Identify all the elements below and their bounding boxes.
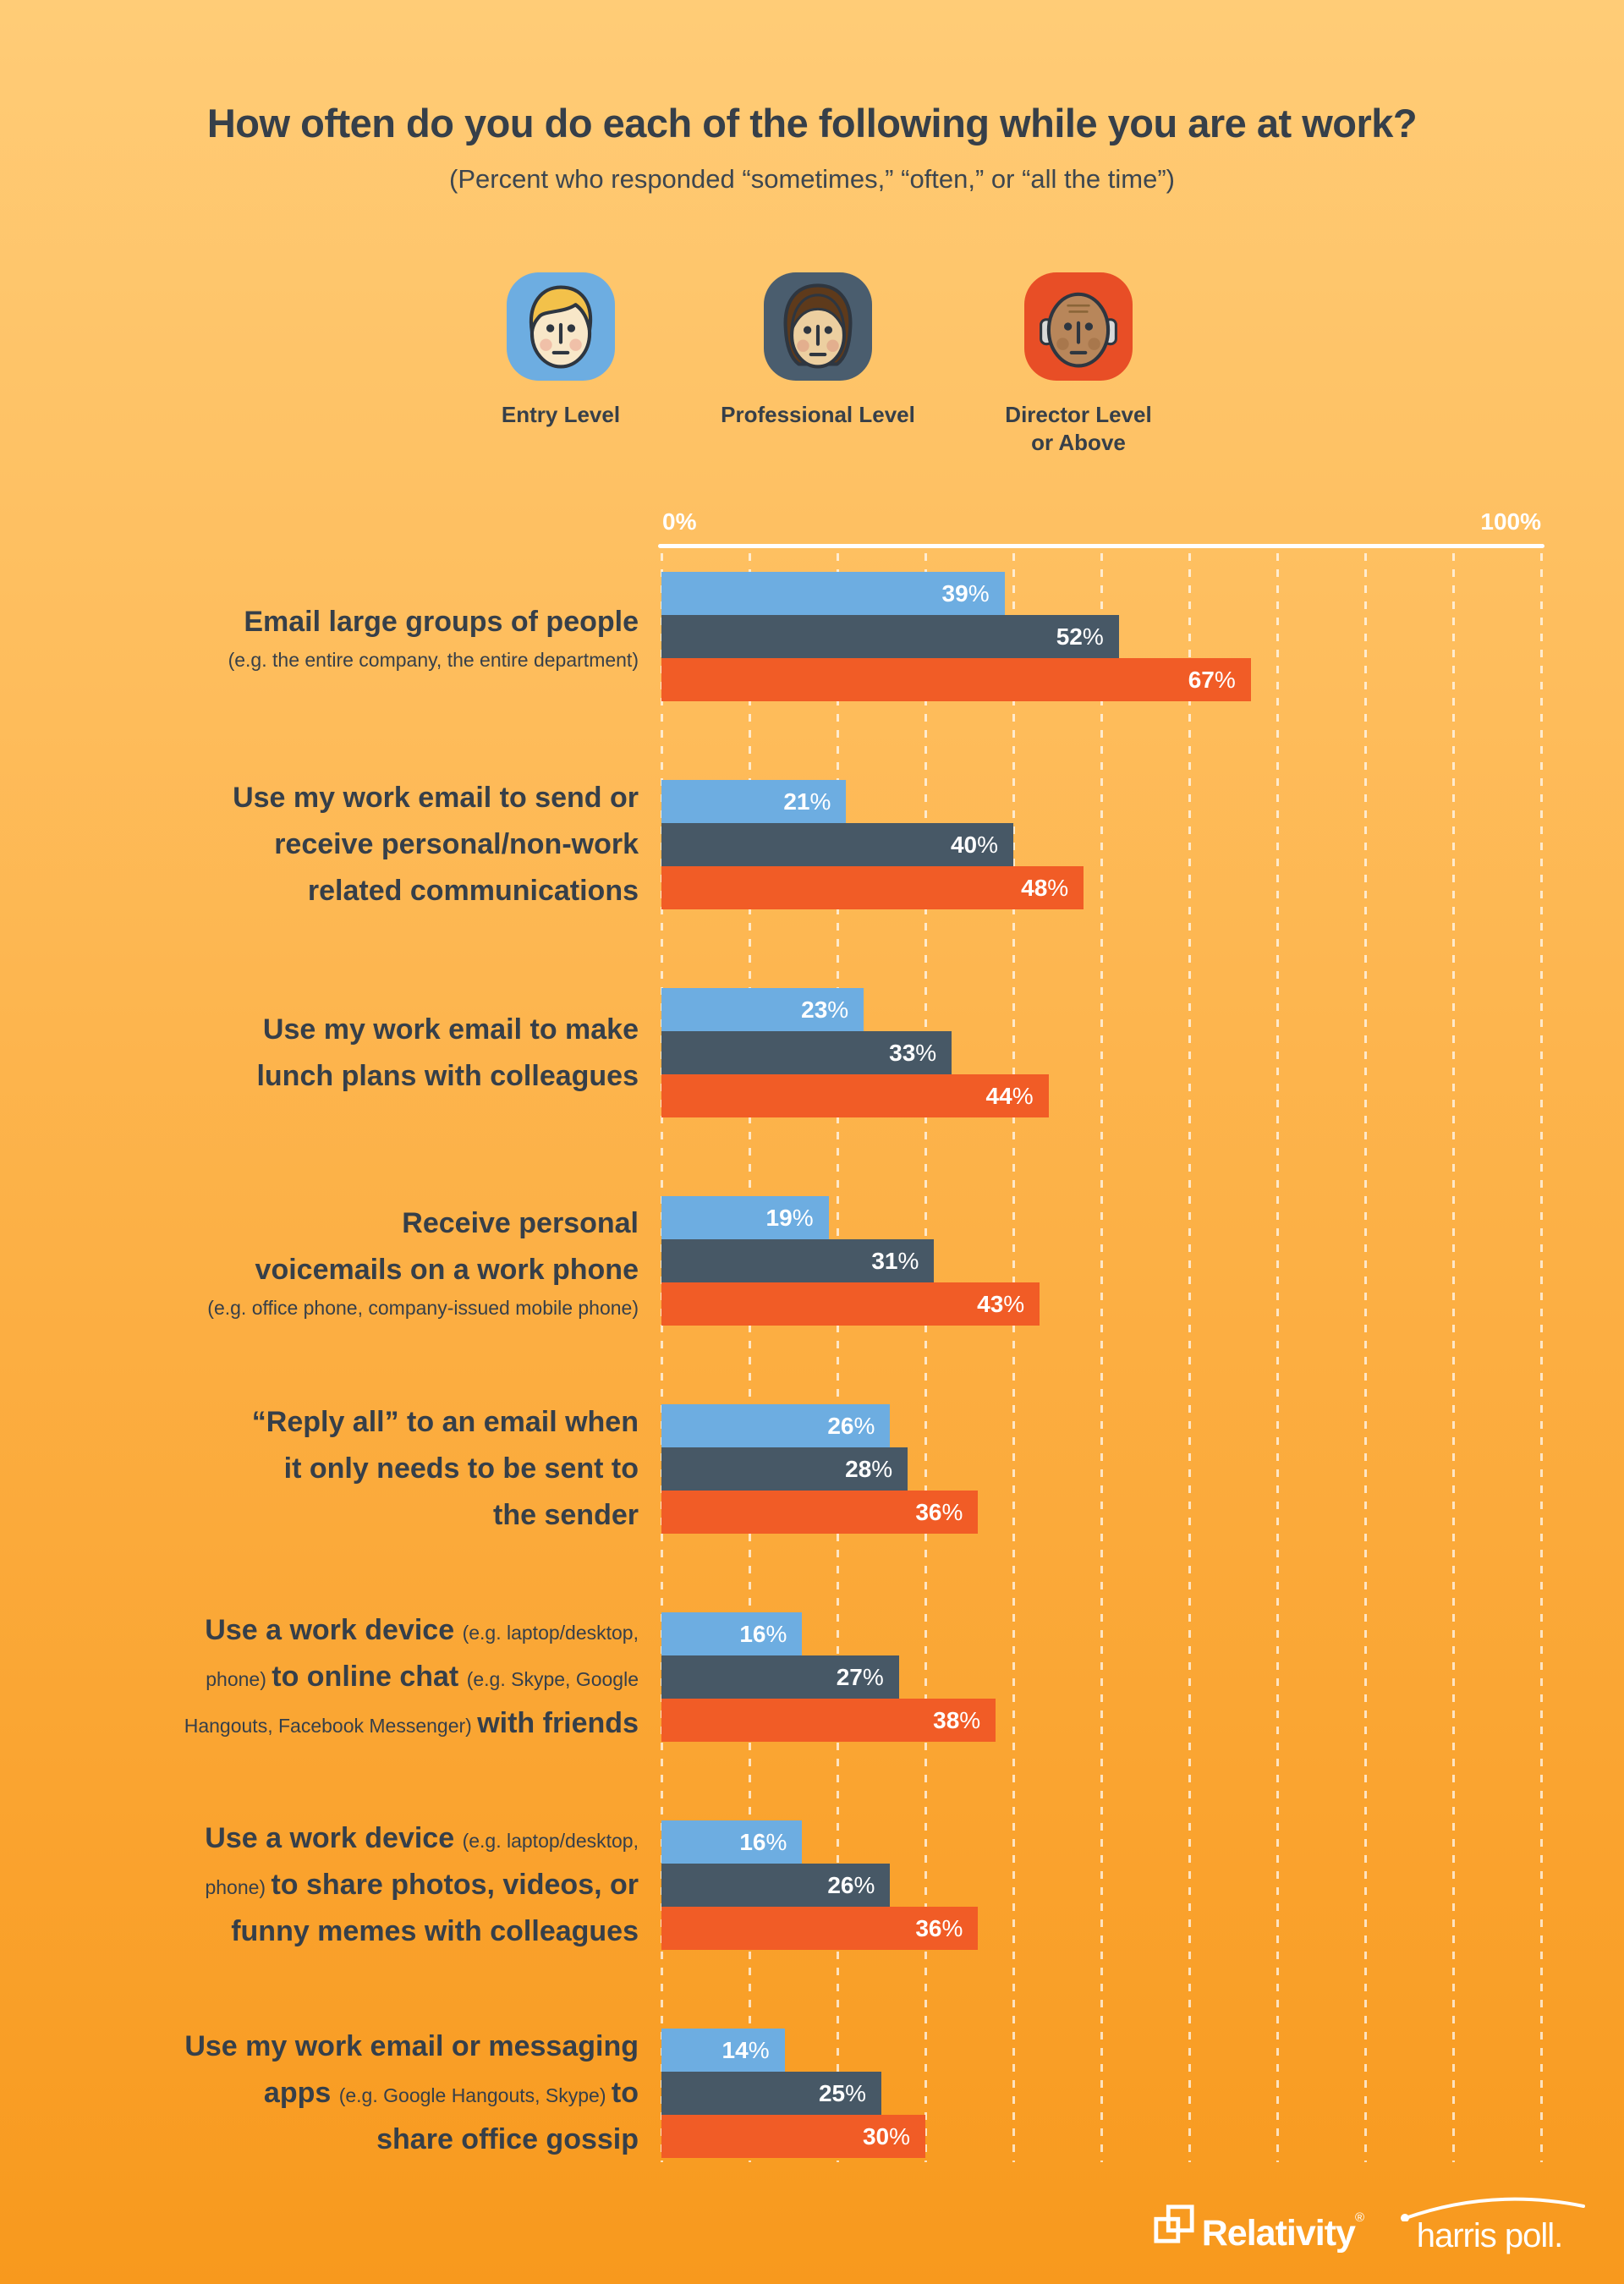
- axis-label-0: 0%: [662, 508, 697, 535]
- bar-value-label: 16%: [739, 1828, 787, 1855]
- harris-poll-wordmark: harris poll.: [1416, 2217, 1564, 2254]
- bar-value-label: 27%: [836, 1663, 884, 1690]
- relativity-wordmark: Relativity®: [1201, 2210, 1364, 2254]
- category-label: Use a work device (e.g. laptop/desktop, …: [184, 1614, 639, 1739]
- bar-professional-level: 27%: [661, 1655, 899, 1699]
- chart-row-office-gossip: Use my work email or messaging apps (e.g…: [0, 2029, 1624, 2158]
- bar-entry-level: 23%: [661, 988, 864, 1031]
- bar-entry-level: 14%: [661, 2029, 785, 2072]
- chart-row-personal-voicemails: Receive personal voicemails on a work ph…: [0, 1196, 1624, 1326]
- chart-row-email-large-groups: Email large groups of people (e.g. the e…: [0, 572, 1624, 701]
- category-label: Use my work email to send or receive per…: [233, 782, 639, 907]
- harris-poll-swoosh-icon: [1401, 2197, 1585, 2221]
- category-label: Use my work email to make lunch plans wi…: [256, 1013, 639, 1092]
- chart-row-lunch-plans: Use my work email to make lunch plans wi…: [0, 988, 1624, 1117]
- bar-group: 16% 26% 36%: [661, 1820, 1541, 1950]
- bar-value-label: 14%: [721, 2036, 770, 2063]
- chart-row-reply-all: “Reply all” to an email when it only nee…: [0, 1404, 1624, 1534]
- axis-line: [658, 544, 1544, 548]
- gridlines: [661, 553, 1543, 2162]
- axis-label-100: 100%: [1480, 508, 1541, 535]
- bar-director-level: 36%: [661, 1491, 979, 1534]
- category-label: Use a work device (e.g. laptop/desktop, …: [205, 1822, 639, 1947]
- bar-director-level: 36%: [661, 1907, 979, 1950]
- bar-value-label: 52%: [1056, 623, 1104, 650]
- bar-group: 16% 27% 38%: [661, 1612, 1541, 1742]
- bar-value-label: 33%: [889, 1039, 937, 1066]
- registered-trademark-symbol: ®: [1354, 2210, 1364, 2225]
- bar-value-label: 36%: [915, 1914, 963, 1941]
- bar-professional-level: 31%: [661, 1239, 935, 1282]
- chart-row-share-photos-memes: Use a work device (e.g. laptop/desktop, …: [0, 1820, 1624, 1950]
- legend-label-entry-level: Entry Level: [501, 402, 621, 427]
- bar-value-label: 25%: [818, 2079, 866, 2106]
- bar-value-label: 30%: [862, 2122, 910, 2149]
- bar-entry-level: 21%: [661, 780, 847, 823]
- chart-row-personal-email: Use my work email to send or receive per…: [0, 780, 1624, 909]
- legend-label-professional-level: Professional Level: [721, 402, 915, 427]
- bar-entry-level: 19%: [661, 1196, 829, 1239]
- legend-label-director-level: Director Level or Above: [1005, 402, 1152, 455]
- bar-director-level: 67%: [661, 658, 1251, 701]
- bar-director-level: 30%: [661, 2115, 925, 2158]
- page-subtitle: (Percent who responded “sometimes,” “oft…: [449, 164, 1175, 194]
- bar-group: 23% 33% 44%: [661, 988, 1541, 1117]
- harris-poll-logo: harris poll.: [1392, 2193, 1587, 2255]
- bar-entry-level: 16%: [661, 1612, 803, 1655]
- bar-group: 14% 25% 30%: [661, 2029, 1541, 2158]
- bar-value-label: 36%: [915, 1498, 963, 1525]
- page-title: How often do you do each of the followin…: [206, 101, 1418, 145]
- bar-group: 26% 28% 36%: [661, 1404, 1541, 1534]
- bar-entry-level: 39%: [661, 572, 1005, 615]
- category-label: Email large groups of people (e.g. the e…: [228, 606, 639, 671]
- legend-item-professional-level: Professional Level: [716, 272, 919, 429]
- bar-value-label: 40%: [950, 831, 998, 858]
- bar-value-label: 19%: [765, 1204, 814, 1231]
- bar-value-label: 21%: [783, 788, 831, 815]
- legend-item-entry-level: Entry Level: [459, 272, 662, 429]
- bar-group: 19% 31% 43%: [661, 1196, 1541, 1326]
- bar-value-label: 16%: [739, 1620, 787, 1647]
- bar-value-label: 28%: [845, 1455, 893, 1482]
- bar-value-label: 67%: [1188, 666, 1236, 693]
- bar-value-label: 31%: [871, 1247, 919, 1274]
- bar-value-label: 44%: [985, 1082, 1034, 1109]
- chart-row-online-chat-friends: Use a work device (e.g. laptop/desktop, …: [0, 1612, 1624, 1742]
- bar-entry-level: 26%: [661, 1404, 891, 1447]
- bar-value-label: 23%: [801, 996, 849, 1023]
- bar-director-level: 48%: [661, 866, 1084, 909]
- bar-group: 39% 52% 67%: [661, 572, 1541, 701]
- bar-entry-level: 16%: [661, 1820, 803, 1864]
- category-label: Use my work email or messaging apps (e.g…: [184, 2030, 639, 2155]
- category-label: “Reply all” to an email when it only nee…: [251, 1406, 639, 1531]
- bar-director-level: 38%: [661, 1699, 996, 1742]
- relativity-mark-icon: [1153, 2203, 1195, 2249]
- bar-value-label: 43%: [977, 1290, 1025, 1317]
- relativity-logo: Relativity®: [1153, 2196, 1364, 2255]
- category-label: Receive personal voicemails on a work ph…: [207, 1206, 639, 1319]
- bar-value-label: 26%: [827, 1871, 875, 1898]
- footer-logos: Relativity® harris poll.: [1153, 2193, 1587, 2255]
- director-level-face-icon: [1024, 272, 1133, 381]
- bar-group: 21% 40% 48%: [661, 780, 1541, 909]
- bar-professional-level: 28%: [661, 1447, 908, 1491]
- bar-professional-level: 26%: [661, 1864, 891, 1907]
- bar-value-label: 26%: [827, 1412, 875, 1439]
- bar-professional-level: 40%: [661, 823, 1013, 866]
- legend-item-director-level: Director Level or Above: [977, 272, 1180, 457]
- bar-value-label: 39%: [941, 579, 990, 607]
- bar-professional-level: 52%: [661, 615, 1119, 658]
- bar-value-label: 38%: [933, 1706, 981, 1733]
- bar-value-label: 48%: [1021, 874, 1069, 901]
- professional-level-face-icon: [764, 272, 872, 381]
- bar-director-level: 43%: [661, 1282, 1040, 1326]
- bar-professional-level: 25%: [661, 2072, 881, 2115]
- bar-professional-level: 33%: [661, 1031, 952, 1074]
- entry-level-face-icon: [507, 272, 615, 381]
- bar-director-level: 44%: [661, 1074, 1049, 1117]
